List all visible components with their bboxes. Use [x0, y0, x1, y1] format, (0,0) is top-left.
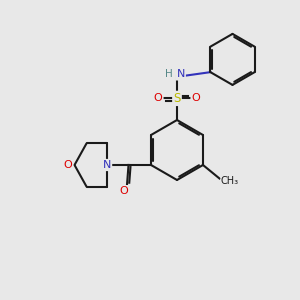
Text: S: S — [173, 92, 181, 105]
Text: H: H — [165, 69, 172, 80]
Text: N: N — [103, 160, 111, 170]
Text: N: N — [176, 69, 185, 80]
Text: O: O — [154, 93, 163, 103]
Text: O: O — [64, 160, 72, 170]
Text: O: O — [191, 93, 200, 103]
Text: O: O — [120, 186, 128, 196]
Text: CH₃: CH₃ — [221, 176, 239, 187]
